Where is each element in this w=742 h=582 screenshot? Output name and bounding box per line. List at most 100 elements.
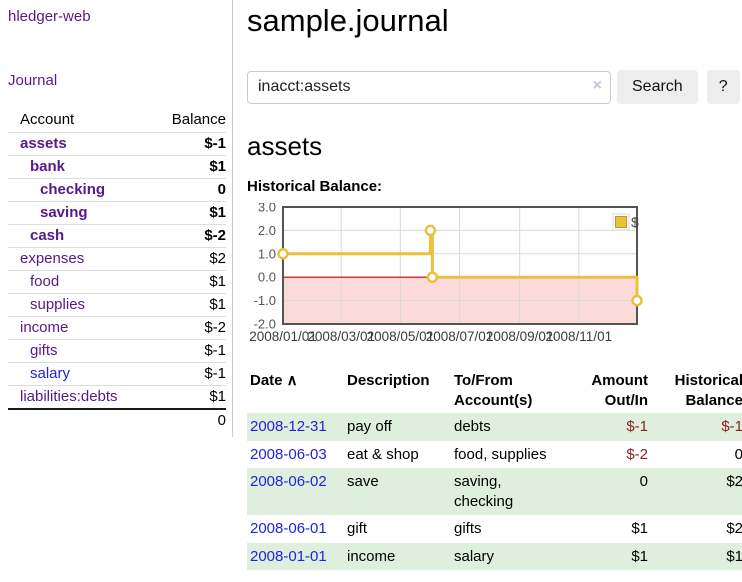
- account-row: liabilities:debts $1: [8, 386, 226, 409]
- svg-text:2008/05/01: 2008/05/01: [367, 329, 435, 344]
- account-balance: $2: [209, 250, 226, 267]
- transaction-date-link[interactable]: 2008-12-31: [250, 418, 327, 435]
- account-row: saving $1: [8, 202, 226, 225]
- main-content: sample.journal × Search ? assets Histori…: [233, 0, 742, 570]
- transaction-amount: $-2: [626, 445, 648, 463]
- account-link[interactable]: salary: [30, 365, 71, 382]
- account-link[interactable]: checking: [40, 181, 106, 198]
- transaction-date-link[interactable]: 2008-06-01: [250, 520, 327, 537]
- account-balance: $1: [209, 388, 226, 405]
- transaction-date-link[interactable]: 2008-06-02: [250, 473, 327, 490]
- page-title: sample.journal: [247, 3, 449, 38]
- transaction-amount: 0: [639, 473, 648, 490]
- account-row: bank $1: [8, 156, 226, 179]
- column-header-date[interactable]: Date ∧: [250, 372, 298, 389]
- account-row: expenses $2: [8, 248, 226, 271]
- help-button[interactable]: ?: [706, 70, 740, 104]
- account-link[interactable]: gifts: [30, 342, 58, 359]
- account-link[interactable]: food: [30, 273, 60, 290]
- svg-text:$: $: [631, 214, 639, 230]
- transaction-description: gift: [347, 520, 368, 537]
- column-header-historical-balance: Historical Balance: [674, 372, 742, 409]
- transaction-date-link[interactable]: 2008-06-03: [250, 445, 327, 463]
- transaction-amount: $-1: [626, 418, 648, 435]
- register-header-row: Date ∧ Description To/From Account(s) Amoun…: [247, 368, 742, 413]
- svg-text:2008/11/01: 2008/11/01: [546, 329, 613, 344]
- transaction-accounts: debts: [454, 418, 491, 435]
- column-header-to-from-account-s-: To/From Account(s): [454, 372, 533, 409]
- search-box: ×: [247, 70, 611, 104]
- account-link[interactable]: supplies: [30, 296, 86, 313]
- transaction-accounts: food, supplies: [454, 445, 547, 463]
- account-row: cash $-2: [8, 225, 226, 248]
- account-balance: $-1: [204, 342, 226, 359]
- search-button[interactable]: Search: [617, 70, 698, 104]
- transaction-description: eat & shop: [347, 445, 419, 463]
- transaction-balance: $1: [726, 547, 742, 565]
- transaction-row: 2008-06-01 gift gifts $1 $2: [247, 515, 742, 543]
- account-link[interactable]: income: [20, 319, 69, 336]
- svg-text:2008/07/01: 2008/07/01: [426, 329, 494, 344]
- search-input[interactable]: [247, 70, 611, 104]
- transaction-balance: 0: [734, 445, 742, 463]
- clear-search-icon[interactable]: ×: [592, 76, 602, 94]
- account-link[interactable]: saving: [40, 204, 88, 221]
- svg-text:2.0: 2.0: [258, 223, 276, 238]
- account-total-row: 0: [8, 409, 226, 432]
- account-balance: $1: [209, 273, 226, 290]
- svg-text:-2.0: -2.0: [254, 317, 276, 332]
- account-row: salary $-1: [8, 363, 226, 386]
- account-row: food $1: [8, 271, 226, 294]
- balance-column-header: Balance: [171, 111, 226, 128]
- historical-balance-chart: 3.0 2.0 1.0 0.0 -1.0 -2.02008/01/012008/03/01…: [249, 200, 643, 344]
- svg-text:2008/01/01: 2008/01/01: [249, 329, 317, 344]
- transaction-row: 2008-06-02 save saving, checking 0 $2: [247, 468, 742, 515]
- account-balance: $-2: [204, 227, 226, 244]
- account-balance: 0: [217, 181, 226, 198]
- transaction-row: 2008-12-31 pay off debts $-1 $-1: [247, 413, 742, 441]
- transaction-date-link[interactable]: 2008-01-01: [250, 547, 327, 565]
- account-link[interactable]: assets: [20, 135, 67, 152]
- account-link[interactable]: expenses: [20, 250, 85, 267]
- svg-text:0.0: 0.0: [258, 270, 276, 285]
- column-header-description: Description: [347, 372, 430, 389]
- app-title-link[interactable]: hledger-web: [8, 8, 91, 25]
- transaction-balance: $-1: [721, 418, 742, 435]
- sidebar: hledger-web Journal Account Balance asse…: [0, 0, 233, 437]
- sort-asc-icon: ∧: [282, 372, 298, 389]
- account-total-value: 0: [217, 412, 226, 429]
- column-header-amount-out-in: Amount Out/In: [591, 372, 648, 409]
- svg-text:1.0: 1.0: [258, 246, 276, 261]
- account-tree-header: Account Balance: [8, 108, 226, 133]
- account-row: gifts $-1: [8, 340, 226, 363]
- transaction-row: 2008-06-03 eat & shop food, supplies $-2 0: [247, 441, 742, 469]
- transaction-accounts: gifts: [454, 520, 482, 537]
- transaction-amount: $1: [631, 547, 648, 565]
- register-table: Date ∧ Description To/From Account(s) Amoun…: [247, 368, 742, 570]
- account-link[interactable]: cash: [30, 227, 65, 244]
- transaction-description: pay off: [347, 418, 392, 435]
- account-balance: $-2: [204, 319, 226, 336]
- account-heading: assets: [247, 131, 323, 161]
- transaction-description: save: [347, 473, 379, 490]
- chart-container: 3.0 2.0 1.0 0.0 -1.0 -2.0 2008/01/01 2008/03/01…: [247, 200, 742, 350]
- account-row: assets $-1: [8, 133, 226, 156]
- account-link[interactable]: bank: [30, 158, 66, 175]
- svg-text:3.0: 3.0: [258, 203, 276, 215]
- chart-title: Historical Balance:: [247, 178, 383, 195]
- account-balance: $1: [209, 204, 226, 221]
- svg-text:-1.0: -1.0: [254, 293, 276, 308]
- search-form: × Search ?: [247, 70, 742, 104]
- account-row: supplies $1: [8, 294, 226, 317]
- sidebar-item-journal[interactable]: Journal: [8, 72, 58, 89]
- transaction-description: income: [347, 547, 396, 565]
- transaction-row: 2008-01-01 income salary $1 $1: [247, 542, 742, 570]
- account-row: income $-2: [8, 317, 226, 340]
- transaction-accounts: salary: [454, 547, 495, 565]
- account-row: checking 0: [8, 179, 226, 202]
- transaction-accounts: saving, checking: [454, 473, 514, 510]
- page: hledger-web Journal Account Balance asse…: [0, 0, 742, 570]
- account-balance: $-1: [204, 365, 226, 382]
- account-link[interactable]: liabilities:debts: [20, 388, 118, 405]
- transaction-balance: $2: [726, 473, 742, 490]
